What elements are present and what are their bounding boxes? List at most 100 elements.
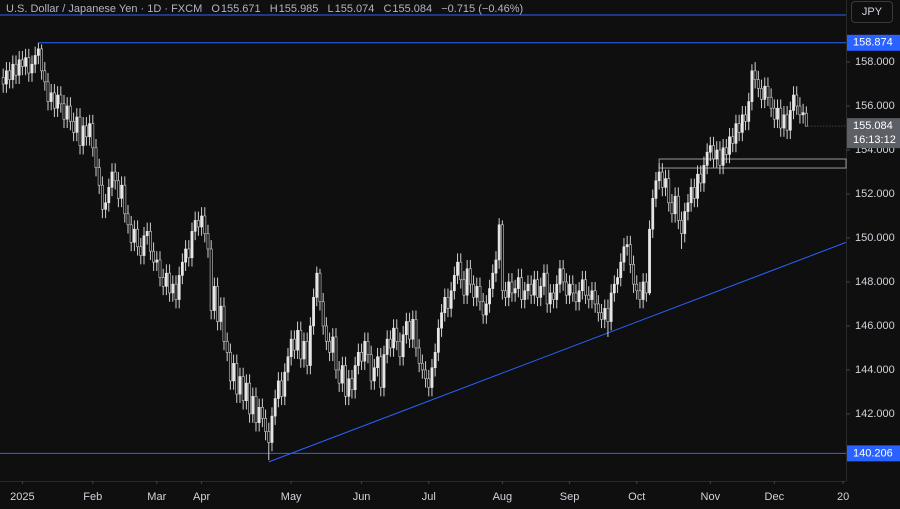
- candle-body: [632, 264, 635, 285]
- candle-body: [520, 277, 523, 300]
- candle-body: [715, 149, 719, 160]
- candle-body: [289, 338, 293, 358]
- candle-body: [763, 85, 767, 100]
- currency-button[interactable]: JPY: [851, 1, 893, 23]
- candle-body: [696, 173, 699, 199]
- candle-body: [657, 171, 661, 182]
- candle-body: [612, 283, 616, 294]
- candle-body: [136, 228, 139, 248]
- candle-body: [596, 303, 600, 314]
- candle-body: [11, 63, 15, 80]
- candle-body: [411, 319, 415, 340]
- trendline: [268, 241, 847, 463]
- candle-body: [254, 396, 258, 424]
- candle-body: [638, 290, 642, 300]
- symbol-legend: U.S. Dollar / Japanese Yen · 1D · FXCM O…: [6, 3, 524, 15]
- candle-body: [40, 48, 43, 72]
- candle-body: [324, 325, 328, 342]
- candle-body: [436, 327, 440, 353]
- level-label: 158.874: [853, 37, 893, 49]
- candle-body: [100, 184, 104, 210]
- candle-body: [651, 198, 655, 230]
- candle-body: [91, 123, 95, 149]
- candle-body: [321, 301, 325, 327]
- candle-body: [443, 297, 447, 314]
- y-tick-label: 158.000: [855, 56, 895, 68]
- candle-body: [238, 376, 242, 395]
- level-label: 140.206: [853, 447, 893, 459]
- candle-body: [203, 215, 207, 234]
- candle-body: [760, 88, 763, 100]
- candle-body: [654, 180, 658, 199]
- candle-body: [552, 292, 555, 300]
- candle-body: [600, 312, 603, 320]
- candle-body: [142, 235, 146, 256]
- candle-body: [536, 279, 539, 298]
- x-tick-label: Oct: [628, 491, 645, 503]
- x-tick-label: Dec: [765, 491, 785, 503]
- candle-body: [174, 283, 178, 300]
- candle-body: [388, 338, 392, 349]
- candle-body: [257, 407, 261, 424]
- candle-body: [273, 398, 277, 417]
- candle-body: [276, 380, 280, 399]
- candle-body: [59, 94, 63, 105]
- candle-body: [401, 334, 405, 358]
- candle-body: [164, 272, 168, 287]
- candle-body: [609, 292, 613, 322]
- candle-body: [84, 125, 88, 138]
- candle-body: [177, 275, 181, 300]
- candle-body: [427, 378, 431, 388]
- candle-body: [372, 367, 376, 382]
- candle-body: [33, 55, 37, 65]
- ohlc-value: 155.084: [392, 3, 433, 15]
- candle-body: [171, 283, 175, 294]
- candle-body: [139, 246, 143, 256]
- candle-body: [190, 231, 194, 259]
- candle-body: [475, 286, 479, 298]
- x-tick-label: Feb: [83, 491, 102, 503]
- candle-body: [702, 165, 706, 184]
- candle-body: [78, 116, 82, 146]
- candle-body: [97, 167, 101, 186]
- candle-body: [532, 279, 536, 296]
- candle-body: [30, 63, 34, 74]
- candle-body: [260, 407, 264, 419]
- candle-body: [347, 378, 351, 397]
- candle-body: [587, 294, 591, 300]
- y-tick-label: 146.000: [855, 320, 895, 332]
- candle-body: [376, 356, 379, 369]
- candle-body: [606, 308, 610, 322]
- candle-body: [129, 224, 133, 243]
- candle-body: [408, 321, 411, 340]
- candle-body: [737, 123, 741, 133]
- candle-body: [116, 180, 120, 199]
- candle-body: [369, 354, 373, 382]
- candle-body: [792, 94, 795, 111]
- candle-body: [574, 292, 578, 303]
- candle-body: [331, 336, 335, 353]
- candle-body: [577, 290, 581, 303]
- candle-body: [81, 125, 85, 146]
- candle-body: [228, 352, 232, 382]
- candle-body: [404, 321, 408, 336]
- candle-body: [558, 268, 562, 285]
- y-tick-label: 142.000: [855, 408, 895, 420]
- candle-body: [590, 290, 594, 300]
- candle-body: [232, 363, 235, 382]
- candle-body: [766, 85, 770, 98]
- candle-body: [628, 244, 632, 265]
- candle-body: [363, 341, 367, 362]
- candle-body: [270, 415, 274, 443]
- candle-body: [667, 178, 671, 204]
- candle-body: [680, 220, 683, 234]
- level-label-box: [847, 445, 900, 462]
- axes: 142.000 144.000 146.000 148.000 150.000 152.0…: [10, 34, 900, 503]
- candle-body: [571, 283, 575, 294]
- candle-body: [148, 231, 152, 252]
- candle-body: [644, 281, 648, 294]
- x-tick-label: Jun: [353, 491, 371, 503]
- candle-body: [683, 211, 687, 234]
- x-tick-label: Sep: [560, 491, 580, 503]
